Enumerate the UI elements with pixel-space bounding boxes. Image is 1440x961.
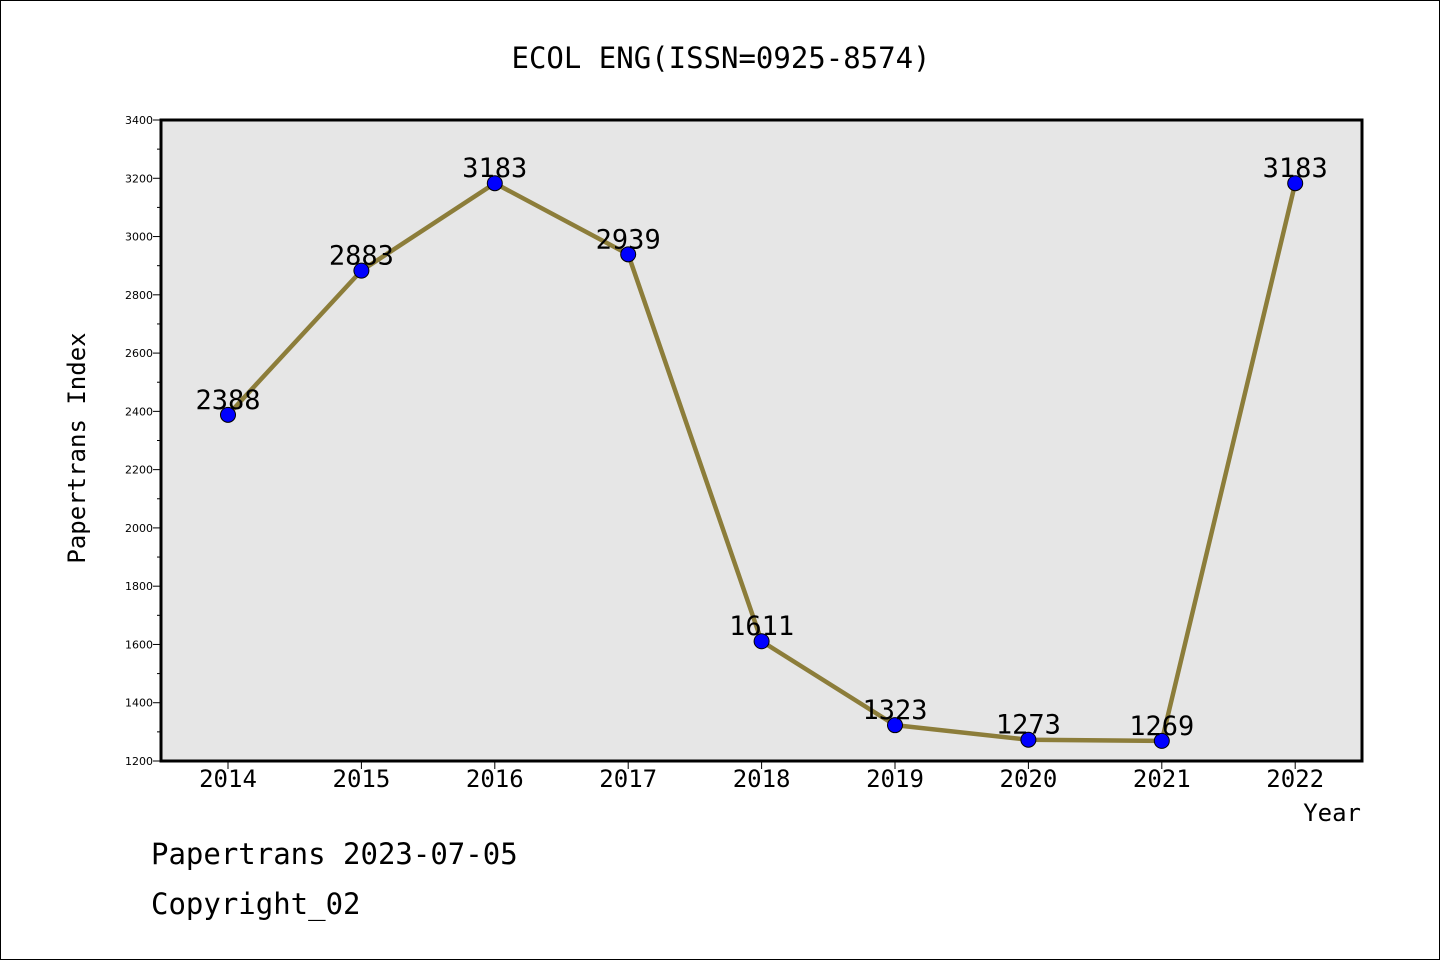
data-labels-layer: 2388 2883 3183 2939 1611 1323 1273 1269 3183 [195, 153, 1327, 742]
y-tick-label: 2400 [125, 405, 153, 418]
x-tick-label: 2018 [733, 765, 791, 793]
plot-area [159, 118, 1364, 763]
data-point [620, 246, 637, 263]
data-label: 1269 [1129, 711, 1194, 742]
data-point [220, 406, 236, 423]
series-layer [220, 175, 1304, 749]
chart-title: ECOL ENG(ISSN=0925-8574) [511, 41, 930, 75]
data-point [1153, 732, 1170, 749]
x-tick-label: 2019 [866, 765, 924, 793]
x-tick-label: 2022 [1266, 765, 1324, 793]
y-tick-label: 3000 [125, 231, 153, 244]
data-label: 1611 [729, 611, 794, 642]
y-tick-label: 2600 [125, 347, 153, 360]
data-label: 2388 [195, 385, 260, 416]
data-label: 1323 [862, 695, 927, 726]
footer-copyright-line: Copyright_02 [151, 887, 361, 921]
data-point [887, 717, 903, 734]
x-axis-label: Year [1303, 799, 1361, 827]
data-point [753, 633, 770, 650]
x-tick-label: 2016 [466, 765, 524, 793]
x-tick-label: 2014 [199, 765, 257, 793]
data-point [1020, 731, 1037, 748]
x-tick-label: 2015 [333, 765, 391, 793]
footer-date-line: Papertrans 2023-07-05 [151, 837, 518, 871]
data-label: 3183 [1263, 153, 1328, 184]
x-tick-label: 2017 [599, 765, 657, 793]
y-tick-label: 1600 [125, 638, 153, 651]
y-tick-label: 2800 [125, 289, 153, 302]
y-tick-label: 1800 [125, 580, 153, 593]
data-label: 2883 [329, 241, 394, 272]
y-tick-label: 2000 [125, 522, 153, 535]
y-tick-label: 1400 [125, 697, 153, 710]
data-label: 2939 [596, 224, 661, 255]
data-label: 1273 [996, 710, 1061, 741]
x-tick-label: 2021 [1133, 765, 1191, 793]
y-axis: 1200 1400 1600 1800 2000 2200 2400 2600 2800 3000… [125, 114, 161, 768]
x-axis: 2014 2015 2016 2017 2018 2019 2020 2021 2022 [199, 761, 1324, 793]
data-label: 3183 [462, 153, 527, 184]
data-point [1287, 175, 1304, 192]
y-tick-label: 3400 [125, 114, 153, 127]
y-tick-label: 3200 [125, 172, 153, 185]
y-axis-label: Papertrans Index [63, 332, 91, 563]
y-tick-label: 2200 [125, 464, 153, 477]
x-tick-label: 2020 [1000, 765, 1058, 793]
y-tick-label: 1200 [125, 755, 153, 768]
data-point [353, 262, 370, 279]
data-point [486, 175, 503, 192]
